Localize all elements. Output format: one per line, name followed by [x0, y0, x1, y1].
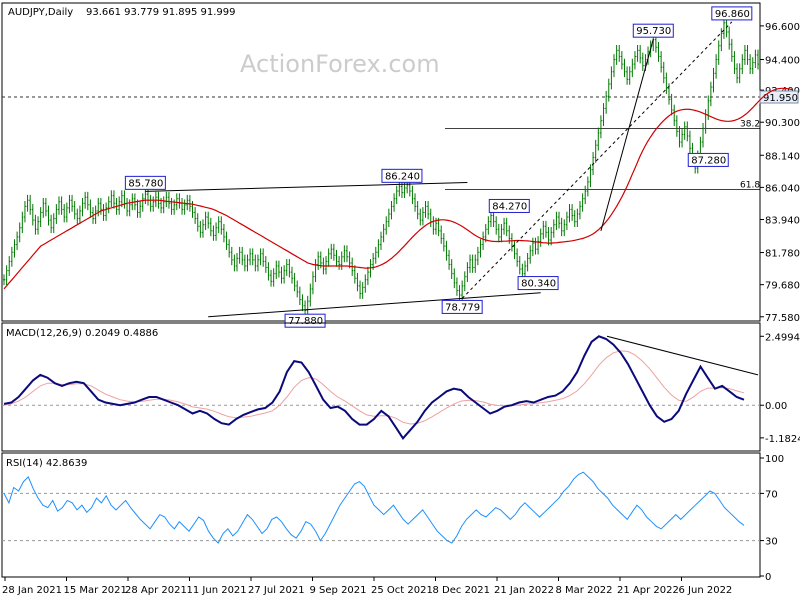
- rising-channel-line: [461, 21, 733, 299]
- fib-swing-line: [600, 39, 654, 231]
- current-price-tag: [759, 90, 799, 104]
- macd-panel: MACD(12,26,9) 0.2049 0.4886 2.4994 0.00 -1…: [1, 322, 800, 452]
- price-tick-label: 94.400: [765, 56, 800, 67]
- lower-trendline: [208, 292, 541, 318]
- price-panel: ActionForex.com AUDJPY,Daily 93.661 93.7…: [1, 2, 800, 328]
- macd-panel-frame: [1, 322, 761, 452]
- price-plot: 38.2 61.8 91.950 85.780 77.880 86.240 78.779 84…: [2, 6, 799, 328]
- rsi-tick-label: 100: [765, 454, 784, 465]
- macd-axis: 2.4994 0.00 -1.1824: [2, 332, 800, 445]
- price-annotation-label: 95.730: [636, 26, 671, 37]
- price-annotation-label: 77.880: [288, 316, 323, 327]
- watermark: ActionForex.com: [240, 50, 440, 78]
- ohlc-label: 93.661 93.779 91.895 91.999: [86, 7, 236, 18]
- price-tick-label: 90.300: [765, 118, 800, 129]
- price-annotation-box: [488, 198, 530, 213]
- macd-main-line: [3, 335, 745, 440]
- price-annotation-label: 87.280: [691, 155, 726, 166]
- price-annotation-label: 78.779: [445, 302, 480, 313]
- macd-tick-label: -1.1824: [765, 434, 800, 445]
- price-annotation-box: [632, 23, 674, 38]
- price-annotation-box: [517, 276, 559, 291]
- current-price-label: 91.950: [763, 93, 798, 104]
- fib-level-label: 61.8: [740, 181, 760, 191]
- price-annotation-label: 96.860: [715, 9, 750, 20]
- rsi-line: [3, 471, 745, 544]
- rsi-tick-label: 70: [765, 489, 778, 500]
- rsi-label: RSI(14) 42.8639: [6, 458, 87, 469]
- price-annotation-box: [124, 175, 166, 190]
- x-tick-label: 28 Jan 2021: [2, 585, 62, 596]
- macd-tick-label: 0.00: [765, 401, 787, 412]
- price-annotation-label: 85.780: [128, 178, 163, 189]
- macd-tick-label: 2.4994: [765, 332, 800, 343]
- price-panel-frame: [1, 2, 761, 322]
- rsi-panel: RSI(14) 42.8639 100 70 30 0: [1, 452, 784, 583]
- price-annotation-box: [711, 6, 753, 21]
- price-annotation-label: 86.240: [385, 171, 420, 182]
- price-annotation-box: [381, 168, 423, 183]
- x-tick-label: 28 Apr 2021: [125, 585, 187, 596]
- macd-trendline: [606, 335, 759, 376]
- x-tick-label: 6 Jun 2022: [679, 585, 733, 596]
- moving-average-line: [3, 87, 793, 290]
- price-annotation-box: [441, 299, 483, 314]
- rsi-tick-label: 30: [765, 537, 778, 548]
- price-tick-label: 81.780: [765, 249, 800, 260]
- x-tick-label: 27 Jul 2021: [248, 585, 305, 596]
- macd-signal-line: [3, 350, 745, 425]
- price-tick-label: 77.580: [765, 313, 800, 324]
- price-tick-label: 79.680: [765, 281, 800, 292]
- price-annotation-label: 84.270: [492, 201, 527, 212]
- price-annotation-label: 80.340: [521, 279, 556, 290]
- upper-trendline: [145, 182, 468, 192]
- x-tick-label: 25 Oct 2021: [371, 585, 433, 596]
- x-tick-label: 9 Sep 2021: [310, 585, 367, 596]
- fib-level-label: 38.2: [740, 119, 760, 129]
- rsi-axis: 100 70 30 0: [2, 454, 784, 583]
- rsi-tick-label: 0: [765, 572, 771, 583]
- price-tick-label: 83.940: [765, 216, 800, 227]
- macd-label: MACD(12,26,9) 0.2049 0.4886: [6, 328, 158, 339]
- x-tick-label: 11 Jun 2021: [187, 585, 247, 596]
- price-tick-label: 86.040: [765, 183, 800, 194]
- x-tick-label: 21 Apr 2022: [617, 585, 679, 596]
- macd-plot: [3, 335, 759, 440]
- symbol-label: AUDJPY,Daily: [8, 7, 73, 18]
- x-tick-label: 8 Mar 2022: [556, 585, 613, 596]
- x-tick-label: 21 Jan 2022: [494, 585, 554, 596]
- price-tick-label: 96.600: [765, 22, 800, 33]
- price-tick-label: 88.140: [765, 151, 800, 162]
- rsi-plot: [3, 471, 745, 544]
- rsi-panel-frame: [1, 452, 761, 578]
- price-annotation-box: [284, 313, 326, 328]
- x-tick-label: 15 Mar 2021: [64, 585, 127, 596]
- price-annotation-box: [687, 152, 729, 167]
- x-tick-label: 8 Dec 2021: [433, 585, 491, 596]
